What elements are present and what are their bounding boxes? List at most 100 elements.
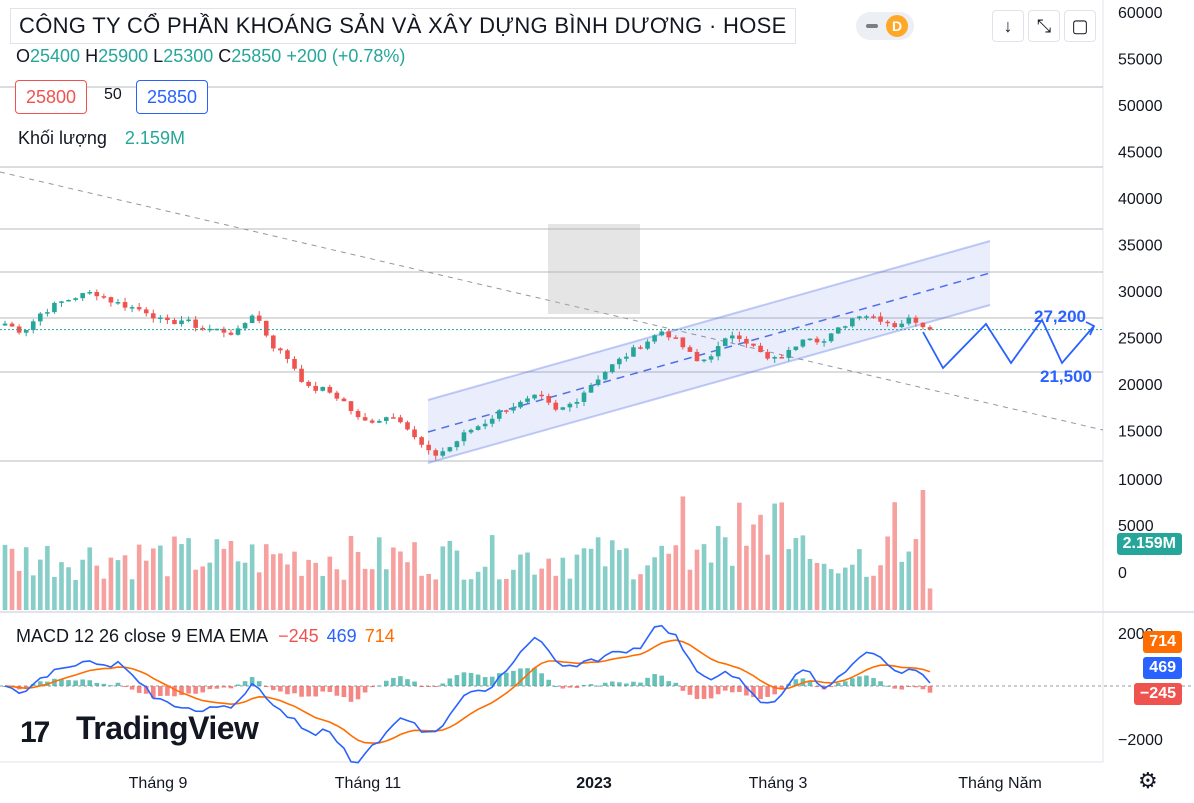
symbol-title: CÔNG TY CỔ PHẦN KHOÁNG SẢN VÀ XÂY DỰNG B… (10, 8, 796, 44)
channel-fill (428, 241, 990, 463)
macd-hist-bar (334, 686, 340, 696)
high-value: 25900 (98, 46, 149, 66)
volume-tick-label: 10000 (1118, 472, 1163, 489)
volume-price-tag: 2.159M (1116, 533, 1182, 555)
macd-hist-bar (313, 686, 318, 697)
macd-hist-bar (73, 680, 78, 686)
macd-hist-bar (87, 680, 93, 686)
volume-bar (885, 536, 890, 610)
macd-hist-bar (652, 674, 657, 686)
macd-hist-bar (511, 670, 516, 686)
buy-price-button[interactable]: 25850 (136, 80, 209, 114)
macd-hist-bar (327, 686, 333, 692)
candle (758, 345, 763, 353)
macd-hist-bar (108, 685, 114, 687)
macd-hist-bar (581, 685, 587, 687)
candle (701, 359, 707, 362)
candle (299, 368, 304, 382)
macd-hist-bar (631, 681, 636, 686)
candle (468, 429, 474, 433)
volume-bar (66, 567, 71, 610)
candle (165, 317, 170, 321)
volume-bar (122, 555, 128, 610)
macd-hist-bar (475, 674, 481, 686)
volume-bar (835, 573, 841, 610)
candle (913, 317, 919, 323)
candle (518, 401, 523, 408)
volume-bar (511, 569, 516, 610)
candle (461, 432, 467, 442)
macd-hist-bar (228, 686, 234, 689)
volume-bar (263, 544, 269, 610)
volume-bar (617, 550, 622, 610)
candle (553, 402, 559, 410)
interval-toggle[interactable]: D (856, 12, 914, 40)
volume-bar (871, 575, 876, 610)
volume-bar (482, 566, 488, 610)
volume-bar (271, 554, 276, 610)
candle (504, 410, 509, 412)
arrow-down-icon[interactable]: ↓ (992, 10, 1024, 42)
sell-price-button[interactable]: 25800 (15, 80, 88, 114)
candle (73, 298, 78, 300)
volume-bar (786, 549, 792, 610)
macd-hist-bar (737, 686, 742, 692)
price-tick-label: 15000 (1118, 424, 1163, 441)
volume-bar (532, 574, 537, 610)
candle (9, 323, 15, 327)
macd-hist-bar (553, 685, 559, 687)
volume-bar (913, 539, 919, 610)
volume-bar (729, 565, 735, 610)
expand-icon[interactable]: ⤡ (1028, 10, 1060, 42)
macd-hist-bar (673, 682, 679, 686)
candle (391, 417, 396, 419)
candle (828, 333, 834, 342)
volume-bars (2, 490, 933, 610)
volume-bar (412, 542, 417, 610)
macd-hist-bar (179, 686, 184, 696)
candle (447, 447, 453, 452)
candle (108, 297, 114, 303)
candle (617, 358, 622, 365)
minus-icon (866, 24, 878, 28)
candle (857, 316, 862, 319)
candle (320, 386, 326, 391)
volume-bar (772, 503, 777, 610)
gear-icon[interactable]: ⚙ (1138, 768, 1158, 793)
long-trendline (0, 171, 1104, 431)
volume-bar (659, 545, 664, 610)
candle (722, 338, 728, 347)
macd-hist-bar (850, 678, 855, 686)
candle (489, 418, 495, 424)
candle (327, 386, 333, 393)
volume-bar (129, 579, 135, 610)
window-icon[interactable]: ▢ (1064, 10, 1096, 42)
macd-hist-bar (751, 686, 756, 698)
volume-bar (214, 539, 220, 610)
macd-legend: MACD 12 26 close 9 EMA EMA −245 469 714 (16, 626, 395, 647)
price-tick-label: 30000 (1118, 284, 1163, 301)
volume-bar (30, 575, 36, 610)
candle (362, 417, 368, 421)
volume-bar (595, 537, 601, 610)
volume-bar (496, 579, 502, 610)
close-value: 25850 (231, 46, 282, 66)
volume-bar (602, 566, 608, 610)
candle (94, 292, 100, 297)
macd-hist-bar (680, 686, 686, 691)
candle (927, 327, 933, 330)
volume-bar (807, 558, 813, 610)
macd-hist-bar (468, 672, 474, 686)
price-tick-label: 35000 (1118, 238, 1163, 255)
volume-bar (828, 569, 834, 610)
candle (115, 302, 121, 304)
macd-hist-bar (518, 668, 523, 686)
candle (369, 420, 375, 423)
volume-bar (489, 535, 495, 610)
macd-hist-bar (348, 686, 354, 702)
price-tick-label: 20000 (1118, 377, 1163, 394)
macd-hist-bar (355, 686, 361, 700)
volume-bar (158, 545, 163, 610)
macd-hist-bar (391, 677, 396, 686)
